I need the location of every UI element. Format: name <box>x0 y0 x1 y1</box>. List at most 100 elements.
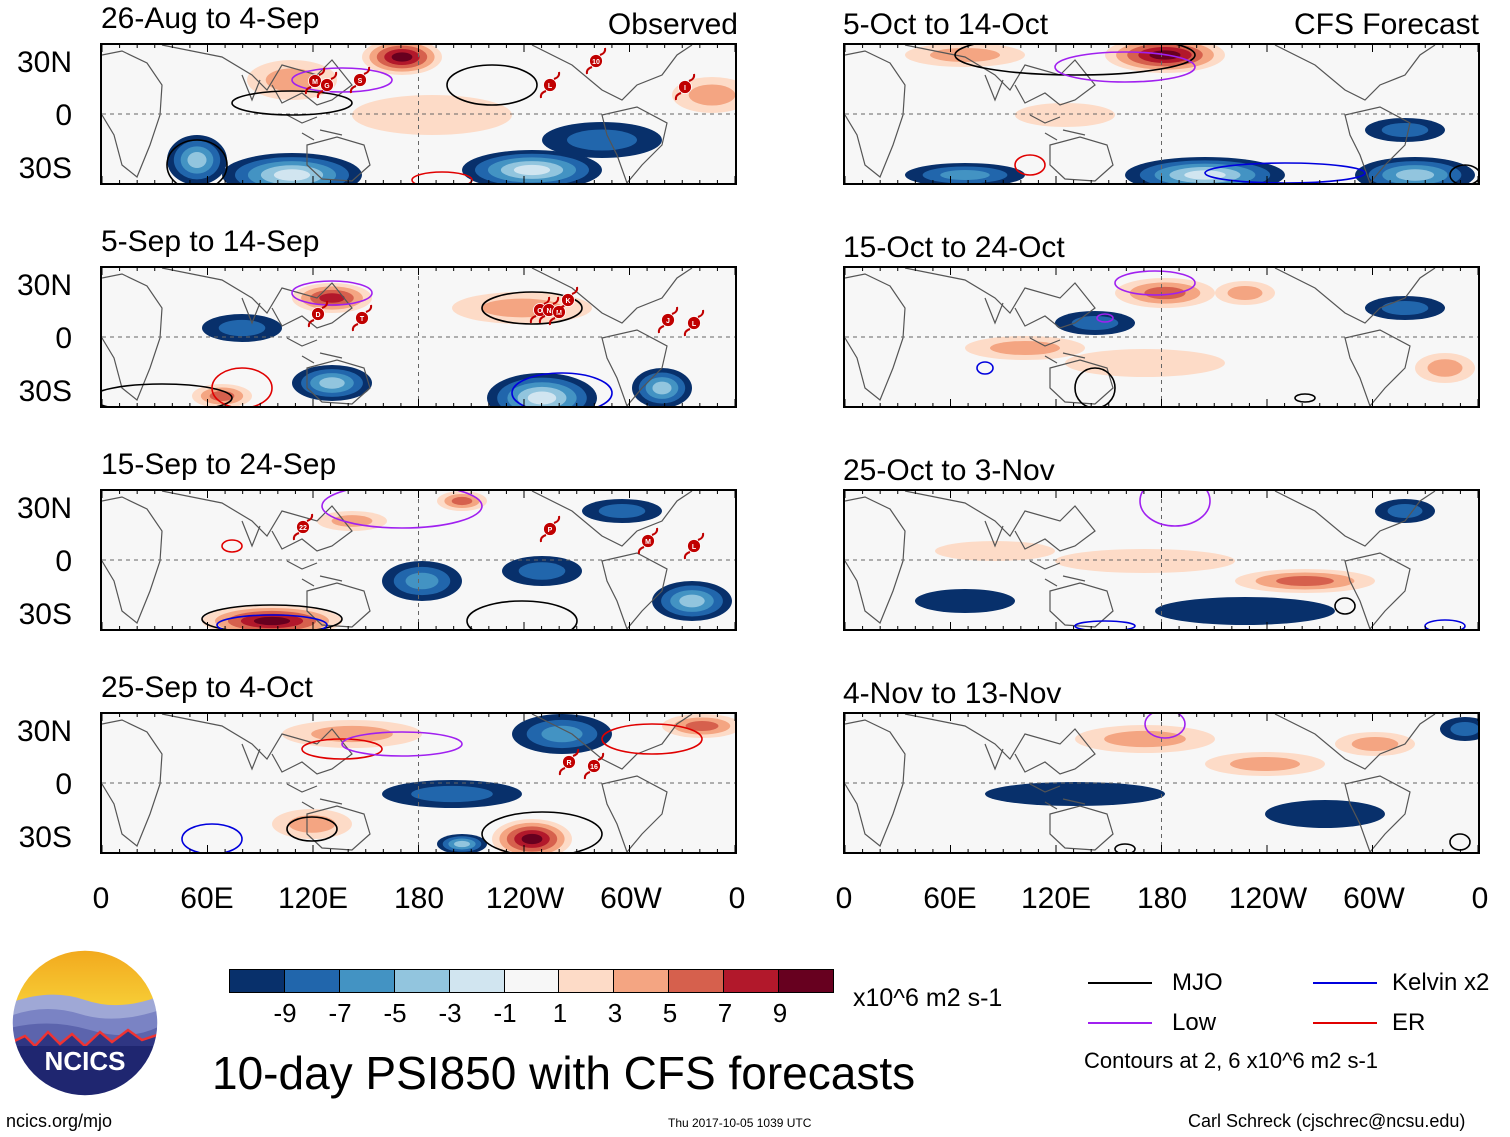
coastline <box>904 268 1096 329</box>
storm-label: L <box>692 544 697 551</box>
coastline <box>161 45 353 106</box>
y-tick-30n: 30N <box>16 492 72 525</box>
coastline <box>241 74 261 102</box>
coastline <box>845 496 906 624</box>
coastline <box>1274 714 1436 770</box>
legend-label-low: Low <box>1172 1009 1217 1036</box>
colorbar-swatch <box>393 969 450 993</box>
storm-marker: M <box>637 527 659 555</box>
legend-swatch-mjo <box>1088 982 1152 984</box>
anomaly-shading <box>915 589 1015 613</box>
anomaly-shading <box>1276 576 1334 586</box>
coastline <box>161 491 353 552</box>
storm-label: S <box>358 78 363 85</box>
coastline <box>845 50 906 178</box>
map-panel-observed-3: 22 P M L <box>100 489 737 631</box>
colorbar-swatch <box>229 969 285 993</box>
y-tick-30s: 30S <box>18 598 72 631</box>
anomaly-shading <box>513 164 551 176</box>
y-tick-30n: 30N <box>16 269 72 302</box>
y-tick-0: 0 <box>55 768 72 801</box>
legend-swatch-kelvin <box>1313 982 1377 984</box>
coastline <box>845 273 906 401</box>
storm-label: G <box>324 83 330 90</box>
anomaly-shading <box>1395 169 1435 181</box>
storm-marker: 10 <box>585 47 607 75</box>
colorbar-tick: -3 <box>438 998 462 1028</box>
y-tick-30s: 30S <box>18 152 72 185</box>
contour-er <box>411 171 473 183</box>
storm-label: K <box>565 298 570 305</box>
map-field: D T O N MK J L <box>102 268 735 406</box>
contour-mjo <box>102 383 233 406</box>
anomaly-shading <box>454 840 470 848</box>
anomaly-shading <box>411 785 493 803</box>
storm-label: 22 <box>299 525 307 532</box>
contour-low <box>1144 714 1186 739</box>
anomaly-shading <box>1155 597 1335 625</box>
logo-text: NCICS <box>45 1046 126 1076</box>
coastline <box>1029 337 1086 364</box>
anomaly-shading <box>688 84 735 106</box>
contour-mjo <box>166 139 228 183</box>
coastline <box>286 114 343 141</box>
colorbar-tick: 1 <box>552 998 568 1028</box>
y-tick-0: 0 <box>55 322 72 355</box>
coastline <box>601 552 668 629</box>
contour-kelvin <box>1204 162 1366 183</box>
coastline <box>241 743 261 771</box>
x-tick-label: 180 <box>393 882 445 915</box>
storm-label: L <box>548 83 553 90</box>
coastline <box>286 783 343 810</box>
x-tick-label: 120E <box>1020 882 1092 915</box>
anomaly-shading <box>1265 800 1385 828</box>
coastline <box>601 329 668 406</box>
storm-marker: S <box>349 66 371 94</box>
coastline <box>1049 582 1114 628</box>
contour-mjo <box>446 64 538 106</box>
x-tick-label: 0 <box>1471 882 1489 915</box>
coastline <box>102 50 163 178</box>
forecast-column-title: CFS Forecast <box>1293 8 1479 41</box>
x-tick-label: 120E <box>277 882 349 915</box>
anomaly-shading <box>652 381 672 395</box>
x-tick-label: 0 <box>92 882 110 915</box>
storm-marker: P <box>539 515 561 543</box>
coastline <box>1049 136 1114 182</box>
anomaly-shading <box>1227 286 1263 300</box>
footer-credit: Carl Schreck (cjschrec@ncsu.edu) <box>1188 1111 1466 1131</box>
colorbar-swatch <box>778 969 834 993</box>
panel-title-obs-2: 5-Sep to 14-Sep <box>101 225 320 258</box>
panel-title-obs-4: 25-Sep to 4-Oct <box>101 671 313 704</box>
coastline <box>102 496 163 624</box>
contour-kelvin <box>181 823 243 852</box>
coastline <box>1344 329 1411 406</box>
panel-title-obs-1: 26-Aug to 4-Sep <box>101 2 320 35</box>
contour-low <box>291 280 373 306</box>
anomaly-shading <box>218 319 266 337</box>
y-tick-30s: 30S <box>18 375 72 408</box>
contour-kelvin <box>511 372 613 406</box>
coastline <box>1344 775 1411 852</box>
map-field <box>845 491 1478 629</box>
colorbar-tick: 3 <box>607 998 623 1028</box>
anomaly-shading <box>567 129 637 151</box>
coastline <box>1274 268 1436 324</box>
x-tick-label: 60W <box>600 882 662 915</box>
coastline <box>1049 805 1114 851</box>
storm-label: I <box>684 85 686 92</box>
coastline <box>984 74 1004 102</box>
coastline <box>1029 560 1086 587</box>
anomaly-shading <box>1450 722 1478 736</box>
coastline <box>306 805 371 851</box>
map-field: 22 P M L <box>102 491 735 629</box>
anomaly-shading <box>319 293 345 303</box>
map-panel-forecast-4 <box>843 712 1480 854</box>
coastline <box>904 714 1096 775</box>
coastline <box>1274 491 1436 547</box>
coastline <box>1344 106 1411 183</box>
y-tick-30n: 30N <box>16 715 72 748</box>
contour-mjo <box>201 604 343 629</box>
contour-kelvin <box>216 614 328 629</box>
anomaly-shading <box>685 721 719 731</box>
